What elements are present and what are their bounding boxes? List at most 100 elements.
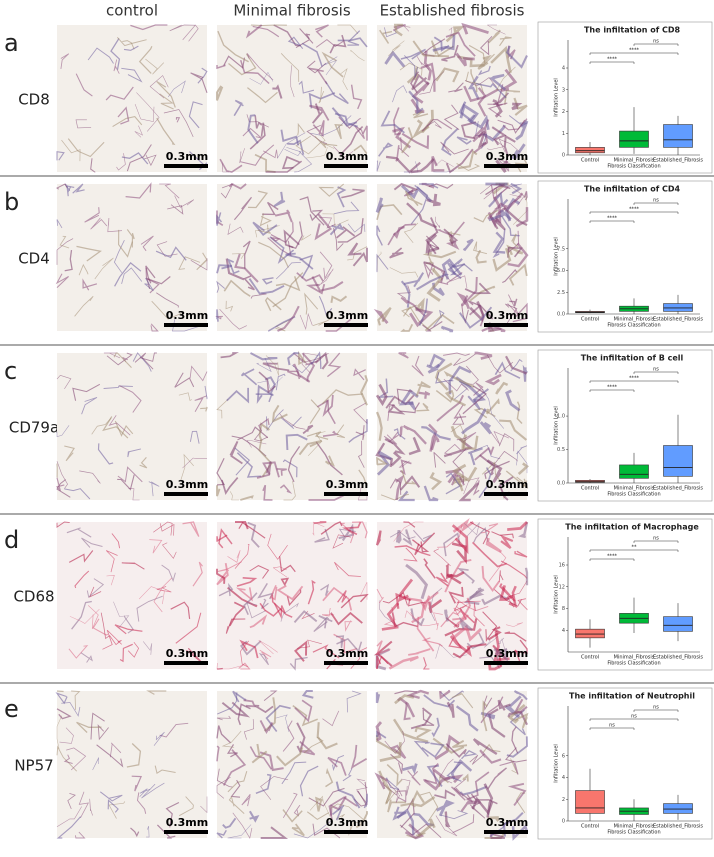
tissue-fiber [354,125,365,140]
tissue-fiber [265,160,303,173]
tissue-fiber [390,451,402,467]
tissue-fiber [328,796,358,820]
tissue-fiber [156,292,179,308]
y-tick-label: 0.0 [557,481,565,487]
y-tick-label: 0.5 [557,447,565,453]
tissue-fiber [269,584,278,601]
tissue-fiber [510,183,523,195]
tissue-fiber [178,392,192,402]
tissue-fiber [220,183,234,199]
tissue-fiber [227,824,252,839]
tissue-fiber [259,602,282,617]
tissue-fiber [307,579,316,605]
tissue-fiber [435,221,465,237]
tissue-fiber [421,637,443,647]
tissue-fiber [111,533,121,549]
tissue-fiber [378,142,394,157]
tissue-fiber [291,823,305,837]
tissue-fiber [156,117,176,146]
tissue-fiber [90,217,108,230]
tissue-fiber [308,92,336,109]
tissue-fiber [334,561,361,577]
tissue-fiber [403,521,416,528]
tissue-fiber [276,747,304,767]
tissue-fiber [384,50,406,68]
tissue-fiber [180,453,194,482]
tissue-fiber [200,406,208,412]
tissue-fiber [307,431,326,457]
tissue-fiber [420,62,436,92]
tissue-fiber [444,389,466,407]
tissue-fiber [146,690,167,695]
tissue-fiber [305,33,311,40]
tissue-fiber [174,372,195,388]
tissue-fiber [267,533,288,560]
tissue-fiber [312,644,340,659]
tissue-fiber [153,577,173,613]
tissue-fiber [505,355,528,375]
tissue-fiber [514,712,529,729]
tissue-fiber [287,446,301,483]
tissue-fiber [504,631,527,642]
y-axis-label: Infiltation Level [554,237,560,276]
tissue-fiber [403,272,425,288]
tissue-fiber [429,587,443,621]
tissue-fiber [435,67,460,83]
tissue-fiber [321,51,344,78]
tissue-fiber [480,523,499,534]
tissue-fiber [452,413,465,425]
y-tick-label: 4 [562,775,565,781]
tissue-fiber [247,87,278,104]
tissue-fiber [252,221,278,236]
tissue-fiber [155,246,187,261]
tissue-fiber [511,102,523,111]
tissue-fiber [87,47,114,64]
micrograph: 0.3mm [215,182,368,332]
tissue-fiber [353,790,367,807]
tissue-fiber [333,201,360,215]
tissue-fiber [401,469,418,485]
tissue-fiber [395,474,405,501]
tissue-fiber [226,387,250,404]
tissue-fiber [494,194,522,210]
significance-bracket [589,220,635,223]
tissue-fiber [498,433,515,452]
tissue-fiber [139,788,151,797]
tissue-fiber [376,450,393,476]
tissue-fiber [430,40,454,57]
y-tick-label: 0 [562,819,565,825]
tissue-fiber [190,72,208,93]
tissue-fiber [396,388,413,405]
tissue-fiber [92,618,109,636]
tissue-fiber [263,690,278,701]
tissue-fiber [227,586,258,608]
tissue-fiber [79,470,101,484]
tissue-fiber [169,24,196,32]
tissue-fiber [113,59,120,74]
tissue-fiber [126,144,152,172]
tissue-fiber [426,764,443,787]
tissue-fiber [258,418,270,432]
tissue-fiber [473,209,499,223]
tissue-fiber [107,217,123,233]
significance-bracket [589,61,635,64]
tissue-fiber [410,158,435,174]
tissue-fiber [216,568,226,584]
tissue-fiber [226,744,238,758]
tissue-fiber [90,712,105,740]
tissue-fiber [447,262,466,275]
tissue-fiber [432,34,456,52]
tissue-fiber [257,224,272,234]
tissue-fiber [223,279,251,297]
tissue-fiber [509,298,518,307]
tissue-fiber [416,402,430,412]
tissue-fiber [421,118,453,132]
chart-title: The infiltation of B cell [581,354,684,363]
tissue-fiber [119,643,133,663]
tissue-fiber [106,574,115,586]
x-tick-label: Minimal_Fibrosis [614,655,655,661]
tissue-fiber [456,567,475,584]
tissue-fiber [218,528,233,549]
tissue-fiber [403,547,418,562]
tissue-fiber [452,739,468,749]
